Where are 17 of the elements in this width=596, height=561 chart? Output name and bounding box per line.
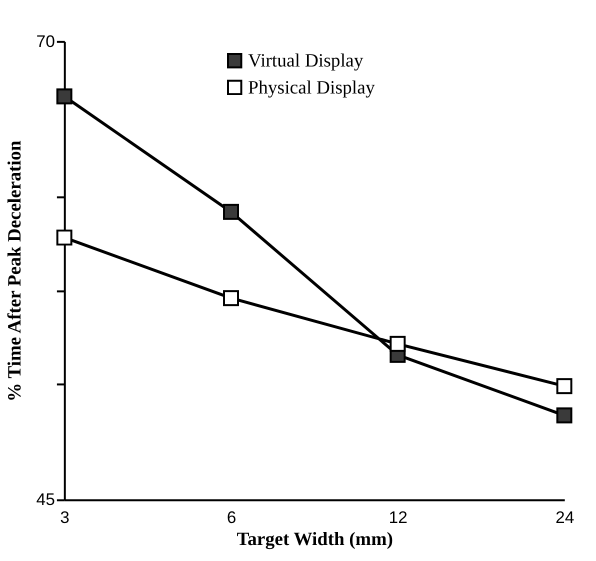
x-tick-label: 3 [60,508,70,528]
point [556,378,572,394]
point [223,290,239,306]
point [56,230,72,246]
point [223,204,239,220]
y-tick-label: 70 [36,32,55,51]
point [390,336,406,352]
y-tick-label: 45 [36,490,55,510]
point [556,407,572,424]
x-tick-label: 12 [388,508,408,528]
y-axis-title: % Time After Peak Deceleration [4,140,26,402]
x-tick-label: 24 [555,508,574,528]
x-tick-label: 6 [226,508,236,528]
x-axis-title: Target Width (mm) [236,528,393,550]
point [56,88,72,104]
legend-label: Virtual Display [248,50,364,72]
legend-label: Physical Display [248,77,376,98]
